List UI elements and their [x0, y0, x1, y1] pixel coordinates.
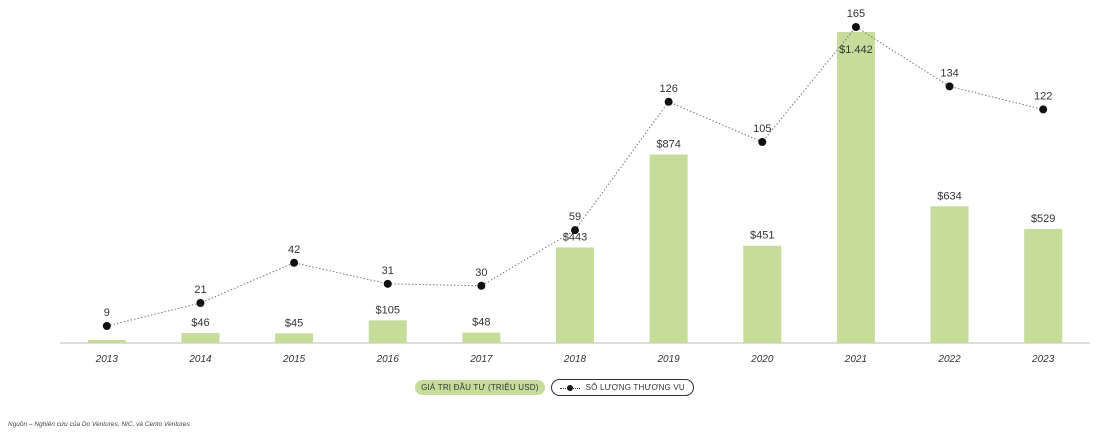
legend-bar-series[interactable]: GIÁ TRỊ ĐẦU TƯ (TRIỆU USD) — [415, 380, 545, 395]
bar-value-label-2019: $874 — [656, 139, 680, 151]
bar-value-label-2018: $443 — [563, 231, 587, 243]
x-tick-label-2020: 2020 — [750, 354, 774, 365]
bar-2022 — [930, 206, 969, 343]
bar-value-label-2022: $634 — [937, 190, 961, 202]
x-tick-label-2018: 2018 — [563, 354, 587, 365]
deal-value-label-2020: 105 — [753, 123, 771, 135]
deal-value-label-2017: 30 — [475, 267, 487, 279]
bar-2023 — [1024, 228, 1063, 343]
x-tick-label-2022: 2022 — [937, 354, 961, 365]
dotted-line-marker-icon — [559, 384, 580, 392]
deal-point-2019 — [664, 97, 673, 106]
deal-point-2017 — [477, 281, 486, 290]
deal-value-label-2019: 126 — [659, 83, 677, 95]
chart: $46 $45 $105 $48 $443 $874 $451 $1.442 $634 $529 9… — [60, 8, 1090, 365]
bar-2016 — [368, 320, 407, 343]
deal-point-2023 — [1039, 105, 1048, 114]
x-tick-label-2023: 2023 — [1031, 354, 1055, 365]
legend-line-series[interactable]: SỐ LƯỢNG THƯƠNG VỤ — [550, 379, 694, 396]
deal-point-2015 — [290, 258, 299, 267]
deal-point-2014 — [196, 299, 205, 307]
deal-value-label-2021: 165 — [847, 8, 865, 20]
deal-value-label-2022: 134 — [940, 67, 958, 79]
legend: GIÁ TRỊ ĐẦU TƯ (TRIỆU USD) SỐ LƯỢNG THƯƠ… — [0, 379, 1109, 396]
x-tick-label-2013: 2013 — [95, 354, 119, 365]
bar-2015 — [275, 333, 314, 343]
deal-value-label-2018: 59 — [569, 211, 581, 223]
x-tick-label-2014: 2014 — [188, 354, 212, 365]
bar-value-label-2015: $45 — [285, 317, 303, 329]
deal-point-2022 — [945, 82, 954, 91]
x-tick-label-2015: 2015 — [282, 354, 306, 365]
bar-value-label-2020: $451 — [750, 230, 774, 242]
x-tick-label-2021: 2021 — [844, 354, 867, 365]
bar-2018 — [556, 247, 594, 343]
deal-value-label-2014: 21 — [194, 284, 206, 296]
bar-value-label-2017: $48 — [472, 317, 490, 329]
legend-line-label: SỐ LƯỢNG THƯƠNG VỤ — [585, 383, 685, 392]
bar-2017 — [462, 332, 501, 343]
deal-count-line — [106, 26, 1044, 327]
deal-point-2016 — [383, 279, 392, 288]
bar-value-label-2021: $1.442 — [839, 44, 873, 56]
deal-value-label-2015: 42 — [288, 244, 300, 256]
deal-point-2021 — [851, 23, 860, 31]
bar-value-label-2014: $46 — [191, 317, 209, 329]
deal-point-2013 — [102, 322, 111, 330]
bar-2019 — [649, 154, 688, 343]
bar-2021 — [836, 32, 875, 343]
x-tick-label-2016: 2016 — [376, 354, 400, 365]
bar-2020 — [743, 245, 782, 343]
deal-value-label-2016: 31 — [382, 265, 394, 277]
x-tick-label-2019: 2019 — [657, 354, 681, 365]
bar-value-label-2023: $529 — [1031, 213, 1055, 225]
deal-point-2020 — [758, 138, 767, 146]
bar-value-label-2016: $105 — [375, 304, 399, 316]
bar-2014 — [181, 333, 220, 343]
x-tick-label-2017: 2017 — [469, 354, 493, 365]
deal-value-label-2013: 9 — [104, 307, 110, 319]
deal-value-label-2023: 122 — [1034, 90, 1052, 102]
legend-bar-label: GIÁ TRỊ ĐẦU TƯ (TRIỆU USD) — [421, 383, 539, 392]
source-note: Nguồn – Nghiên cứu của Do Ventures, NIC,… — [8, 421, 190, 428]
deal-point-2018 — [571, 226, 579, 235]
bar-2013 — [87, 339, 126, 343]
